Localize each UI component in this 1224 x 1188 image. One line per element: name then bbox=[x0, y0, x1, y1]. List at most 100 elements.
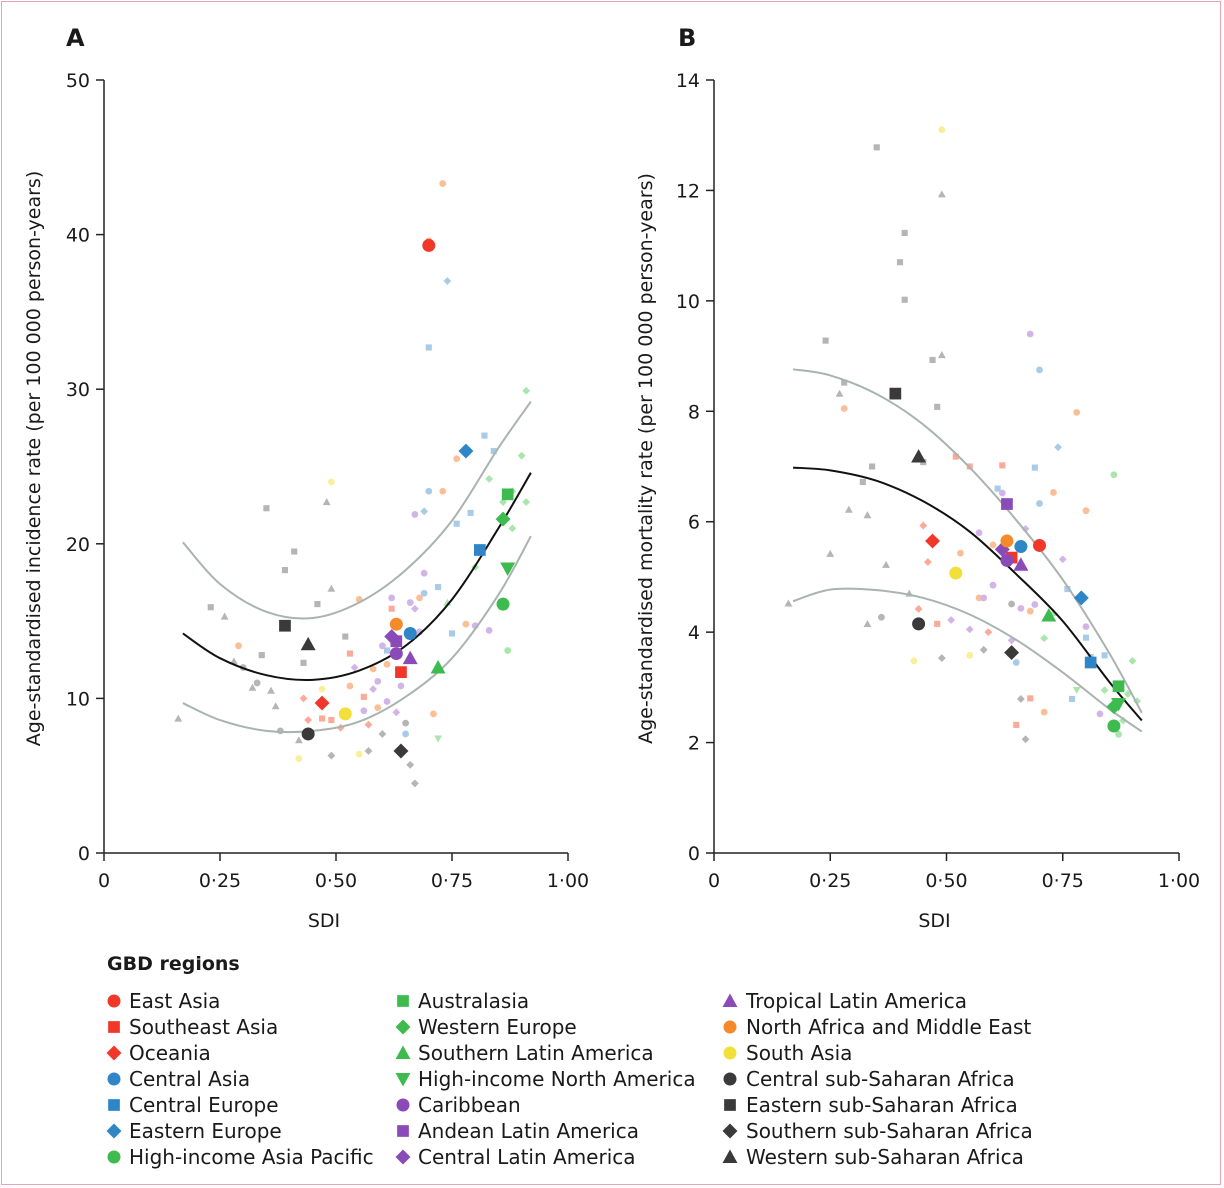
panel-b-country-point bbox=[1013, 721, 1020, 728]
panel-b-country-point bbox=[1040, 708, 1048, 716]
panel-b-region-central-asia bbox=[1014, 540, 1028, 554]
panel-b-upper-curve bbox=[792, 368, 1143, 714]
legend-marker bbox=[107, 1150, 121, 1164]
panel-a-country-point bbox=[299, 694, 308, 703]
panel-b-region-western-sub-saharan-africa bbox=[911, 449, 927, 463]
panel-b-country-point bbox=[896, 259, 904, 266]
panel-b-lower-curve bbox=[792, 587, 1143, 733]
panel-b-country-point bbox=[923, 558, 932, 566]
panel-a-country-point bbox=[467, 509, 474, 516]
panel-b-country-point bbox=[999, 462, 1006, 469]
panel-b-country-point bbox=[835, 389, 844, 397]
panel-b-country-point bbox=[1064, 586, 1071, 593]
panel-b-country-point bbox=[929, 356, 936, 363]
panel-a-country-point bbox=[300, 659, 307, 666]
panel-b-region-central-sub-saharan-africa bbox=[912, 617, 926, 631]
panel-b-y-tick-label: 6 bbox=[688, 512, 700, 534]
panel-a-country-point bbox=[248, 683, 257, 691]
panel-b-country-point bbox=[975, 594, 983, 602]
legend-marker bbox=[724, 1099, 736, 1111]
legend-label: North Africa and Middle East bbox=[746, 1015, 1031, 1039]
panel-a-country-point bbox=[318, 685, 326, 693]
panel-a-y-tick-label: 20 bbox=[66, 534, 90, 556]
panel-b-country-point bbox=[878, 613, 885, 621]
panel-a-country-point bbox=[327, 584, 336, 592]
legend-marker bbox=[106, 1045, 122, 1061]
legend-marker bbox=[722, 1123, 738, 1139]
panel-a-region-australasia bbox=[501, 488, 514, 501]
panel-b-region-australasia bbox=[1112, 680, 1125, 693]
panel-b-country-point bbox=[1068, 695, 1076, 703]
panel-a-country-point bbox=[406, 599, 414, 606]
legend-label: Western sub-Saharan Africa bbox=[746, 1145, 1024, 1169]
legend-item: Southeast Asia bbox=[108, 1015, 278, 1039]
panel-b-y-tick-label: 12 bbox=[676, 180, 700, 202]
panel-a-country-point bbox=[350, 663, 359, 672]
panel-b-country-point bbox=[859, 478, 866, 486]
panel-a-country-point bbox=[453, 520, 460, 527]
panel-a-region-western-sub-saharan-africa bbox=[300, 636, 316, 651]
panel-b-country-point bbox=[1026, 330, 1034, 338]
panel-a-region-eastern-sub-saharan-africa bbox=[279, 619, 291, 632]
panel-a-region-caribbean bbox=[389, 647, 403, 661]
panel-a-x-tick-label: 0·25 bbox=[199, 870, 241, 892]
panel-a-country-point bbox=[314, 601, 321, 608]
panel-a-country-point bbox=[388, 594, 396, 602]
panel-b-country-point bbox=[1050, 489, 1057, 496]
panel-a-x-tick-label: 1·00 bbox=[547, 870, 589, 892]
panel-b-region-caribbean bbox=[1000, 553, 1014, 567]
legend-item: Central Asia bbox=[107, 1067, 250, 1091]
legend-item: Australasia bbox=[397, 989, 529, 1013]
panel-a-country-point bbox=[439, 487, 447, 495]
panel-b-country-point bbox=[1012, 659, 1020, 666]
panel-b-country-point bbox=[937, 351, 946, 359]
panel-b-country-point bbox=[1027, 695, 1034, 702]
panel-b-country-point bbox=[1031, 601, 1039, 608]
panel-b-country-point bbox=[1036, 366, 1043, 374]
panel-b-country-point bbox=[840, 405, 848, 412]
legend-marker bbox=[722, 993, 738, 1007]
panel-a-country-point bbox=[416, 594, 423, 602]
panel-b-region-central-latin-america bbox=[994, 541, 1010, 557]
panel-a-country-point bbox=[364, 720, 373, 729]
panel-b-x-tick-label: 0·75 bbox=[1042, 870, 1084, 892]
panel-b-region-central-europe bbox=[1084, 656, 1097, 669]
legend-marker bbox=[107, 994, 121, 1008]
legend-label: Andean Latin America bbox=[418, 1119, 639, 1143]
panel-a-y-tick-label: 50 bbox=[66, 70, 90, 92]
panel-b-country-point bbox=[1040, 634, 1049, 643]
panel-a-country-point bbox=[490, 447, 497, 455]
legend-marker bbox=[395, 1073, 411, 1087]
panel-b-country-point bbox=[966, 651, 974, 659]
panel-b-country-point bbox=[910, 657, 918, 665]
panel-a-country-point bbox=[508, 524, 517, 533]
legend-item: Central Latin America bbox=[395, 1145, 636, 1169]
legend-label: Southeast Asia bbox=[129, 1015, 278, 1039]
panel-a-country-point bbox=[517, 451, 526, 460]
panel-b-x-tick-label: 0·50 bbox=[925, 870, 967, 892]
panel-a-region-central-sub-saharan-africa bbox=[301, 727, 315, 741]
panel-a-country-point bbox=[304, 716, 313, 724]
panel-b-y-tick-label: 14 bbox=[676, 70, 700, 92]
panel-a-country-point bbox=[397, 682, 405, 690]
panel-a-country-point bbox=[230, 657, 238, 665]
panel-a-y-tick-label: 10 bbox=[66, 688, 90, 710]
legend-item: High-income North America bbox=[395, 1067, 696, 1091]
legend-label: High-income Asia Pacific bbox=[129, 1145, 374, 1169]
panel-b-country-point bbox=[1096, 710, 1104, 718]
panel-a-country-point bbox=[369, 665, 377, 673]
panel-b-region-southern-latin-america bbox=[1041, 608, 1057, 622]
legend-label: East Asia bbox=[129, 989, 220, 1013]
panel-b-country-point bbox=[1021, 524, 1030, 533]
panel-b-country-point bbox=[938, 126, 946, 134]
panel-b-country-point bbox=[869, 463, 876, 470]
panel-a-region-central-asia bbox=[403, 626, 417, 640]
panel-b-region-east-asia bbox=[1033, 538, 1046, 552]
panel-a-country-point bbox=[402, 730, 409, 738]
panel-b-country-point bbox=[901, 229, 908, 237]
panel-b-country-point bbox=[952, 453, 959, 460]
panel-a-country-point bbox=[485, 626, 493, 634]
panel-a-country-point bbox=[462, 620, 470, 628]
panel-b-y-tick-label: 4 bbox=[688, 622, 700, 644]
